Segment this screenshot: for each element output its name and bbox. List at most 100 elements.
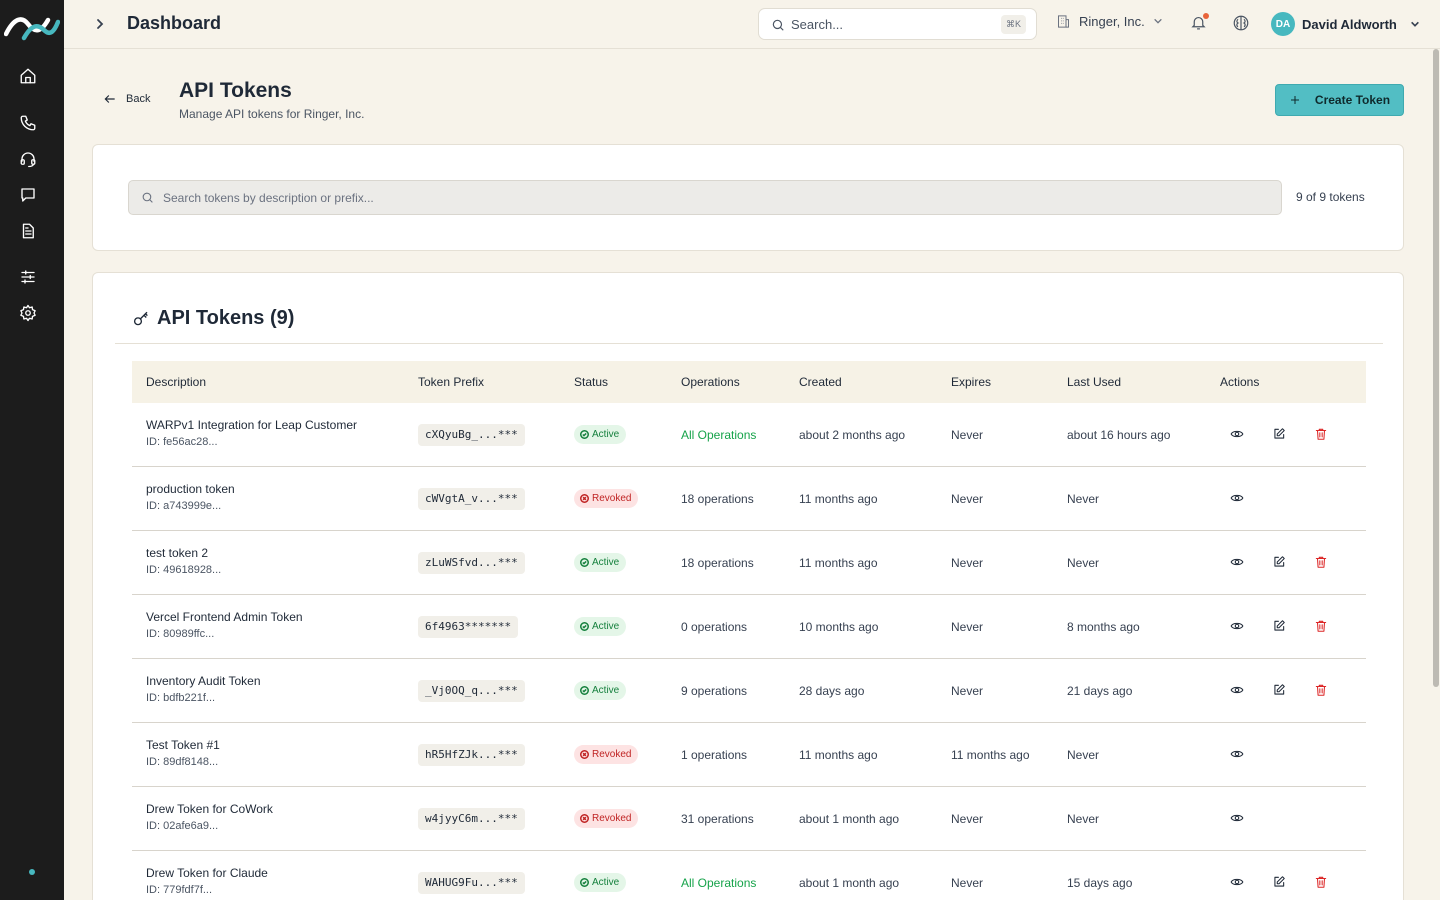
- edit-token-pencil-icon[interactable]: [1271, 682, 1287, 698]
- x-circle-icon: [580, 750, 589, 759]
- edit-token-pencil-icon[interactable]: [1271, 874, 1287, 890]
- token-prefix: WAHUG9Fu...***: [418, 872, 525, 894]
- token-expires: Never: [951, 620, 984, 634]
- table-row[interactable]: Drew Token for CoWork ID: 02afe6a9... w4jy…: [132, 787, 1366, 851]
- token-last-used: Never: [1067, 492, 1100, 506]
- token-expires: Never: [951, 684, 984, 698]
- token-operations: All Operations: [681, 876, 757, 890]
- expand-sidebar-chevron-icon[interactable]: [92, 15, 108, 33]
- scrollbar-thumb[interactable]: [1433, 49, 1439, 687]
- page-scrollbar[interactable]: [1431, 49, 1440, 900]
- check-circle-icon: [580, 558, 589, 567]
- table-row[interactable]: test token 2 ID: 49618928... zLuWSfvd...**…: [132, 531, 1366, 595]
- token-operations: 1 operations: [681, 748, 748, 762]
- edit-token-pencil-icon[interactable]: [1271, 554, 1287, 570]
- status-label: Active: [592, 621, 620, 632]
- token-last-used: Never: [1067, 556, 1100, 570]
- column-header-created[interactable]: Created: [799, 375, 842, 389]
- view-token-eye-icon[interactable]: [1229, 874, 1245, 890]
- back-button[interactable]: Back: [103, 92, 150, 106]
- sliders-icon[interactable]: [17, 266, 39, 288]
- token-last-used: 21 days ago: [1067, 684, 1133, 698]
- token-description: test token 2: [146, 546, 209, 560]
- delete-token-trash-icon[interactable]: [1313, 426, 1329, 442]
- chevron-down-icon: [1153, 14, 1163, 29]
- view-token-eye-icon[interactable]: [1229, 682, 1245, 698]
- edit-token-pencil-icon[interactable]: [1271, 618, 1287, 634]
- status-label: Active: [592, 429, 620, 440]
- phone-icon[interactable]: [17, 112, 39, 134]
- token-prefix: zLuWSfvd...***: [418, 552, 525, 574]
- token-expires: 11 months ago: [951, 748, 1030, 762]
- x-circle-icon: [580, 494, 589, 503]
- table-row[interactable]: production token ID: a743999e... cWVgtA_v.…: [132, 467, 1366, 531]
- view-token-eye-icon[interactable]: [1229, 554, 1245, 570]
- column-header-token-prefix[interactable]: Token Prefix: [418, 375, 485, 389]
- status-badge: Active: [574, 873, 627, 892]
- token-prefix: 6f4963*******: [418, 616, 519, 638]
- column-header-status[interactable]: Status: [574, 375, 609, 389]
- delete-token-trash-icon[interactable]: [1313, 682, 1329, 698]
- view-token-eye-icon[interactable]: [1229, 490, 1245, 506]
- brain-icon[interactable]: [1232, 14, 1250, 32]
- token-operations: 18 operations: [681, 556, 754, 570]
- delete-token-trash-icon[interactable]: [1313, 618, 1329, 634]
- status-badge: Active: [574, 681, 627, 700]
- column-header-last-used[interactable]: Last Used: [1067, 375, 1122, 389]
- create-token-button[interactable]: Create Token: [1275, 84, 1404, 116]
- message-icon[interactable]: [17, 184, 39, 206]
- token-created: 28 days ago: [799, 684, 865, 698]
- token-id: ID: 80989ffc...: [146, 628, 215, 640]
- token-search-field[interactable]: [128, 180, 1282, 215]
- token-operations: 0 operations: [681, 620, 748, 634]
- notifications-bell-icon[interactable]: [1190, 13, 1209, 34]
- column-header-expires[interactable]: Expires: [951, 375, 992, 389]
- search-icon: [142, 192, 153, 203]
- headset-icon[interactable]: [17, 148, 39, 170]
- table-row[interactable]: Inventory Audit Token ID: bdfb221f... _Vj0…: [132, 659, 1366, 723]
- table-row[interactable]: WARPv1 Integration for Leap Customer ID: …: [132, 403, 1366, 467]
- check-circle-icon: [580, 430, 589, 439]
- delete-token-trash-icon[interactable]: [1313, 554, 1329, 570]
- token-id: ID: a743999e...: [146, 500, 222, 512]
- sidebar: [0, 0, 64, 900]
- status-badge: Revoked: [574, 745, 639, 764]
- table-row[interactable]: Vercel Frontend Admin Token ID: 80989ffc.…: [132, 595, 1366, 659]
- user-menu[interactable]: DA David Aldworth: [1271, 12, 1420, 36]
- token-last-used: 15 days ago: [1067, 876, 1133, 890]
- token-filter-card: 9 of 9 tokens: [92, 144, 1404, 251]
- document-icon[interactable]: [17, 220, 39, 242]
- gear-icon[interactable]: [17, 302, 39, 324]
- token-description: Inventory Audit Token: [146, 674, 261, 688]
- home-icon[interactable]: [17, 65, 39, 87]
- token-description: production token: [146, 482, 235, 496]
- search-icon: [772, 19, 784, 31]
- table-row[interactable]: Drew Token for Claude ID: 779fdf7f... WAHU…: [132, 851, 1366, 900]
- delete-token-trash-icon[interactable]: [1313, 874, 1329, 890]
- key-icon: [133, 311, 148, 325]
- brand-logo[interactable]: [3, 10, 61, 42]
- token-created: 11 months ago: [799, 748, 878, 762]
- table-row[interactable]: Test Token #1 ID: 89df8148... hR5HfZJk...*…: [132, 723, 1366, 787]
- view-token-eye-icon[interactable]: [1229, 618, 1245, 634]
- column-header-description[interactable]: Description: [146, 375, 207, 389]
- column-header-operations[interactable]: Operations: [681, 375, 740, 389]
- global-search-placeholder: Search...: [791, 17, 844, 32]
- view-token-eye-icon[interactable]: [1229, 426, 1245, 442]
- token-created: 10 months ago: [799, 620, 879, 634]
- view-token-eye-icon[interactable]: [1229, 810, 1245, 826]
- token-created: 11 months ago: [799, 556, 878, 570]
- token-search-input[interactable]: [163, 181, 1263, 214]
- token-prefix: cWVgtA_v...***: [418, 488, 525, 510]
- view-token-eye-icon[interactable]: [1229, 746, 1245, 762]
- token-prefix: hR5HfZJk...***: [418, 744, 525, 766]
- column-header-actions: Actions: [1220, 375, 1260, 389]
- edit-token-pencil-icon[interactable]: [1271, 426, 1287, 442]
- create-token-label: Create Token: [1314, 93, 1391, 107]
- token-description: WARPv1 Integration for Leap Customer: [146, 418, 357, 432]
- global-search-input[interactable]: Search... ⌘K: [758, 8, 1037, 40]
- org-switcher[interactable]: Ringer, Inc.: [1056, 14, 1163, 29]
- notification-indicator: [1203, 13, 1209, 19]
- token-operations: All Operations: [681, 428, 757, 442]
- status-label: Active: [592, 557, 620, 568]
